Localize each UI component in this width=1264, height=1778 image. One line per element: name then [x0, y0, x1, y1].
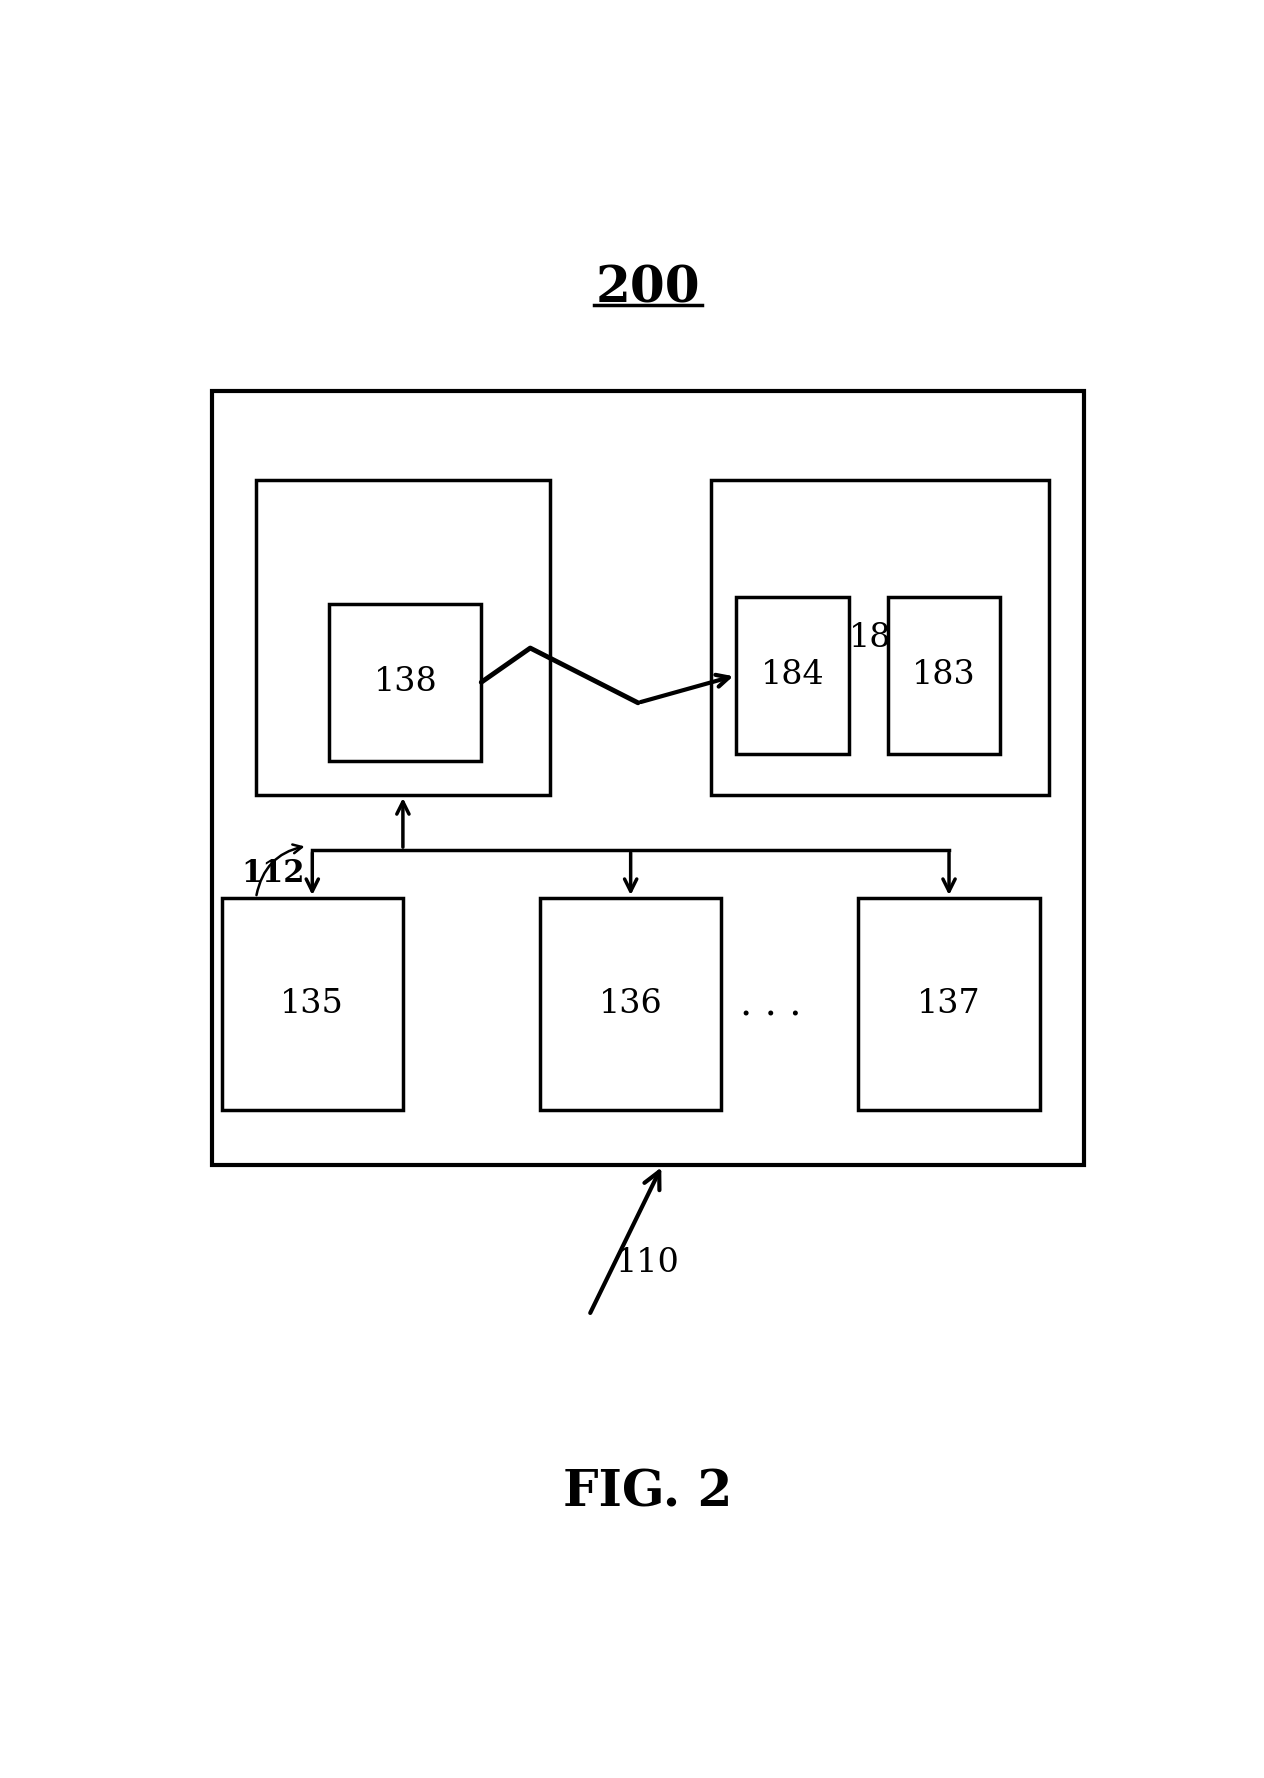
Text: 184: 184 — [761, 660, 824, 692]
Bar — [212, 391, 1083, 1165]
Text: 138: 138 — [373, 667, 437, 699]
Text: 200: 200 — [595, 265, 700, 313]
Text: 182: 182 — [848, 622, 913, 654]
Text: 137: 137 — [918, 989, 981, 1021]
Bar — [330, 603, 482, 761]
Bar — [221, 898, 403, 1109]
Bar — [887, 597, 1001, 754]
Bar — [736, 597, 848, 754]
Text: . . .: . . . — [739, 987, 801, 1022]
Bar — [255, 480, 550, 795]
Text: 110: 110 — [616, 1248, 680, 1280]
Text: 135: 135 — [281, 989, 344, 1021]
Text: 183: 183 — [913, 660, 976, 692]
Text: 112: 112 — [241, 857, 305, 889]
Text: FIG. 2: FIG. 2 — [564, 1469, 732, 1518]
Bar — [858, 898, 1040, 1109]
Text: 136: 136 — [599, 989, 662, 1021]
Bar — [712, 480, 1049, 795]
Text: 120: 120 — [370, 622, 435, 654]
Bar — [540, 898, 722, 1109]
